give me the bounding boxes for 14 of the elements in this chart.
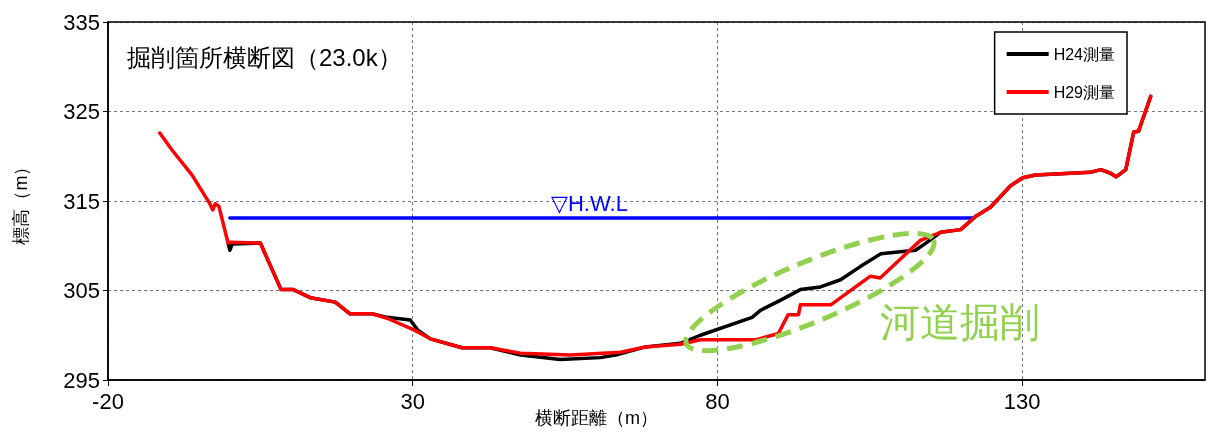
- x-tick-label: 80: [705, 388, 730, 414]
- y-tick-label: 335: [63, 9, 100, 35]
- y-tick-label: 325: [63, 99, 100, 124]
- legend-label: H24測量: [1053, 45, 1116, 63]
- y-tick-label: 315: [63, 188, 100, 214]
- x-tick-label: 130: [1003, 388, 1041, 414]
- x-axis-title: 横断距離（m）: [535, 408, 658, 428]
- y-tick-label: 305: [63, 278, 100, 303]
- legend-label: H29測量: [1053, 83, 1116, 101]
- x-tick-label: 30: [400, 388, 425, 414]
- annotation: 河道掘削: [880, 300, 1040, 344]
- y-axis-title: 標高（m）: [11, 157, 31, 245]
- annotation: ▽H.W.L: [551, 190, 628, 216]
- text: 掘削箇所横断図（23.0k）: [127, 43, 402, 71]
